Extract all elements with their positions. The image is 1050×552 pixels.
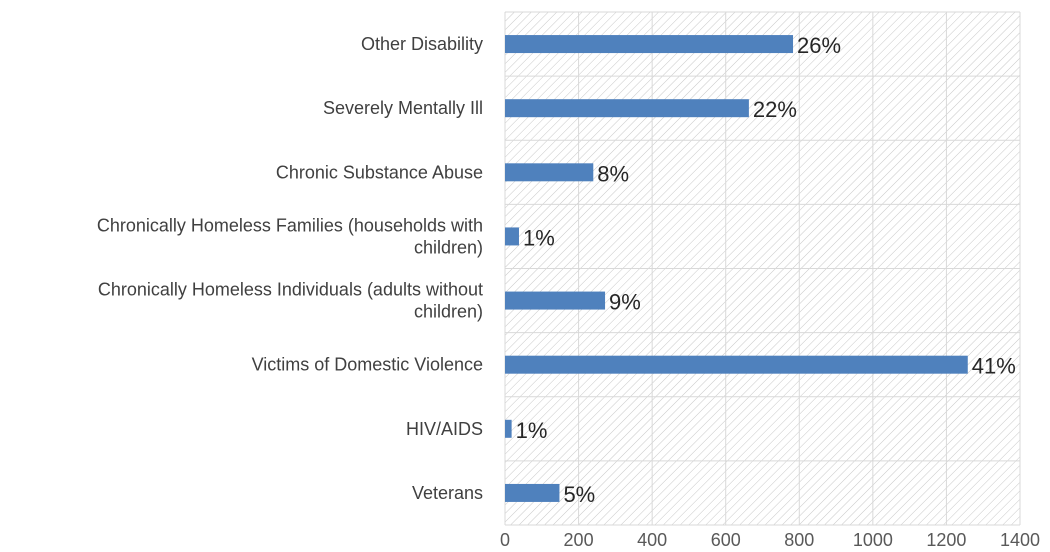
- category-labels: Other Disability Severely Mentally Ill Chr…: [97, 34, 483, 503]
- category-label: Chronically Homeless Families (household…: [97, 215, 483, 235]
- x-tick-label: 1000: [853, 530, 893, 550]
- data-label: 9%: [609, 290, 641, 315]
- data-label: 8%: [597, 161, 629, 186]
- category-label: Chronically Homeless Individuals (adults…: [98, 280, 483, 300]
- bar: [505, 99, 749, 118]
- bar: [505, 35, 794, 54]
- category-label: HIV/AIDS: [406, 419, 483, 439]
- x-tick-label: 1400: [1000, 530, 1040, 550]
- data-labels: 26% 22% 8% 1% 9% 41% 1% 5%: [516, 33, 1016, 507]
- bar: [505, 163, 594, 182]
- x-tick-label: 0: [500, 530, 510, 550]
- data-label: 22%: [753, 97, 797, 122]
- x-tick-label: 200: [564, 530, 594, 550]
- x-tick-label: 1200: [926, 530, 966, 550]
- category-label: Chronic Substance Abuse: [276, 162, 483, 182]
- x-tick-label: 600: [711, 530, 741, 550]
- category-label: children): [414, 302, 483, 322]
- bar: [505, 227, 519, 246]
- category-label: Severely Mentally Ill: [323, 98, 483, 118]
- bar: [505, 483, 560, 502]
- category-label: Other Disability: [361, 34, 483, 54]
- data-label: 1%: [523, 225, 555, 250]
- data-label: 1%: [516, 418, 548, 443]
- x-tick-label: 800: [784, 530, 814, 550]
- bar: [505, 291, 606, 310]
- data-label: 26%: [797, 33, 841, 58]
- category-label: children): [414, 237, 483, 257]
- category-label: Victims of Domestic Violence: [252, 355, 483, 375]
- gridlines: [504, 11, 1021, 526]
- x-axis-tick-labels: 0 200 400 600 800 1000 1200 1400: [500, 530, 1040, 550]
- x-tick-label: 400: [637, 530, 667, 550]
- bar: [505, 419, 512, 438]
- data-label: 41%: [972, 354, 1016, 379]
- data-label: 5%: [563, 482, 595, 507]
- bar: [505, 355, 968, 374]
- category-label: Veterans: [412, 483, 483, 503]
- bars: [505, 35, 968, 502]
